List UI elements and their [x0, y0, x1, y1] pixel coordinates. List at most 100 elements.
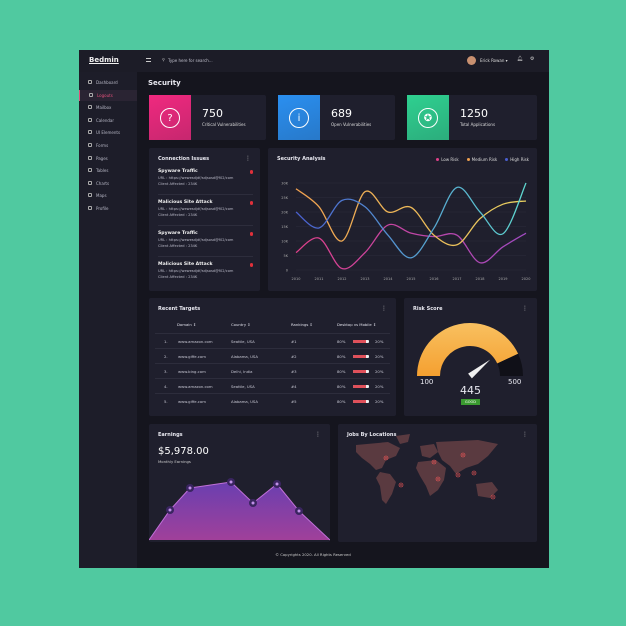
sidebar-item-dashboard[interactable]: Dashboard [79, 77, 137, 88]
card-title: Earnings [158, 432, 183, 438]
col-country[interactable]: Country ⇕ [231, 322, 251, 327]
issue-item[interactable]: Malicious Site Attack URL : https://wewes… [158, 262, 253, 279]
card-title: Security Analysis [277, 156, 326, 162]
x-tick-label: 2020 [522, 277, 531, 281]
map-australia [476, 482, 498, 498]
divider [158, 225, 253, 226]
legend-label: Low Risk [441, 157, 459, 162]
stat-icon-box: ✪ [407, 95, 449, 140]
cell-mobile: 20% [375, 384, 384, 389]
map-asia [436, 440, 498, 474]
gear-icon[interactable]: ⚙ [530, 56, 535, 62]
more-icon[interactable]: ⋮ [522, 431, 528, 438]
cell-mobile: 20% [375, 399, 384, 404]
sidebar-item-calendar[interactable]: Calendar [79, 115, 137, 126]
cell-domain: www.amazon.com [178, 384, 213, 389]
cell-rank: #1 [291, 339, 297, 344]
col-domain[interactable]: Domain ⇕ [177, 322, 197, 327]
more-icon[interactable]: ⋮ [315, 431, 321, 438]
table-row[interactable]: 3. www.bing.com Delhi, India #3 80% 20% [155, 363, 390, 378]
location-pin-dot [457, 474, 459, 476]
sidebar-item-profile[interactable]: Profile [79, 203, 137, 214]
stat-label: Total Applications [460, 122, 496, 127]
table-row[interactable]: 5. www.giffe.com Alabama, USA #5 80% 20% [155, 393, 390, 408]
location-pin[interactable] [383, 455, 389, 461]
map-greenland [396, 434, 410, 444]
user-menu[interactable]: Erick Rowan ▾ [480, 58, 508, 63]
location-pin[interactable] [460, 452, 466, 458]
location-pin[interactable] [398, 482, 404, 488]
issue-clients: Client Affected : 234K [158, 244, 198, 248]
more-icon[interactable]: ⋮ [381, 305, 387, 312]
cell-n: 5. [164, 399, 168, 404]
logout-icon [89, 92, 93, 97]
top-bar [79, 50, 549, 72]
y-tick-label: 20K [281, 210, 288, 214]
issue-title: Spyware Traffic [158, 169, 198, 174]
cell-desktop: 80% [337, 369, 346, 374]
location-pin[interactable] [435, 476, 441, 482]
sidebar-item-maps[interactable]: Maps [79, 190, 137, 201]
location-pin-dot [385, 457, 387, 459]
more-icon[interactable]: ⋮ [245, 155, 251, 162]
location-pin[interactable] [471, 470, 477, 476]
sidebar-nav: Dashboard Logouts Mailbox Calendar UI Elemen… [79, 77, 137, 227]
logo[interactable]: Bedmin [89, 56, 119, 64]
chart-legend: Low Risk Medium Risk High Risk [436, 157, 529, 162]
issue-item[interactable]: Malicious Site Attack URL : https://wewes… [158, 200, 253, 226]
issue-url: URL : https://wewesdjdf/sdjsosd@f02/com [158, 238, 234, 242]
sidebar-item-ui-elements[interactable]: UI Elements [79, 127, 137, 138]
avatar[interactable] [467, 56, 476, 65]
search-input[interactable]: Type here for search... [168, 57, 213, 63]
x-tick-label: 2013 [361, 277, 370, 281]
map-north-america [356, 442, 400, 470]
cell-domain: www.bing.com [178, 369, 206, 374]
legend-swatch [505, 158, 509, 161]
table-row[interactable]: 2. www.giffe.com Alabama, USA #2 80% 20% [155, 348, 390, 363]
stat-label: Open Vulnerabilities [331, 122, 372, 127]
sidebar-item-label: Charts [96, 180, 110, 186]
issue-clients: Client Affected : 234K [158, 213, 198, 217]
sidebar-item-charts[interactable]: Charts [79, 178, 137, 189]
sidebar-item-label: Logouts [97, 92, 113, 98]
legend-item[interactable]: Low Risk [436, 157, 459, 162]
issue-item[interactable]: Spyware Traffic URL : https://wewesdjdf/s… [158, 169, 253, 195]
bell-icon[interactable]: 🔔︎ [517, 56, 524, 62]
sidebar-item-forms[interactable]: Forms [79, 140, 137, 151]
location-pin[interactable] [431, 459, 437, 465]
legend-item[interactable]: High Risk [505, 157, 529, 162]
wrench-icon [88, 130, 92, 135]
location-pin-dot [473, 472, 475, 474]
sidebar [79, 72, 137, 568]
location-pin[interactable] [490, 494, 496, 500]
earnings-line [149, 481, 330, 541]
table-row[interactable]: 4. www.amazon.com Seattle, USA #4 80% 20% [155, 378, 390, 393]
col-desktop-mobile[interactable]: Desktop vs Mobile ⇕ [337, 322, 377, 327]
map-europe [420, 444, 438, 458]
stat-card: i 689 Open Vulnerabilities [278, 95, 395, 140]
x-tick-label: 2017 [453, 277, 462, 281]
page-title: Security [148, 79, 181, 87]
sidebar-item-pages[interactable]: Pages [79, 153, 137, 164]
more-icon[interactable]: ⋮ [522, 305, 528, 312]
sidebar-item-tables[interactable]: Tables [79, 165, 137, 176]
col-rankings[interactable]: Rankings ⇕ [291, 322, 313, 327]
table-row[interactable]: 1. www.amazon.com Seattle, USA #1 80% 20% [155, 333, 390, 348]
desktop-fill [353, 370, 366, 373]
sidebar-item-label: Mailbox [96, 105, 112, 111]
sidebar-item-mailbox[interactable]: Mailbox [79, 102, 137, 113]
sidebar-item-logouts[interactable]: Logouts [79, 89, 137, 101]
y-tick-label: 25K [281, 196, 288, 200]
stat-card: ? 750 Critical Vulnerabilities [149, 95, 266, 140]
card-title: Jobs By Locations [347, 432, 397, 438]
location-pin-dot [492, 496, 494, 498]
gauge-max: 500 [508, 378, 522, 386]
y-tick-label: 15K [281, 225, 288, 229]
info-icon: i [289, 107, 309, 128]
earnings-label: Monthly Earnings [158, 459, 191, 464]
cell-mobile: 20% [375, 339, 384, 344]
legend-item[interactable]: Medium Risk [466, 157, 497, 162]
menu-toggle-icon[interactable] [146, 58, 151, 62]
issue-item[interactable]: Spyware Traffic URL : https://wewesdjdf/s… [158, 231, 253, 257]
location-pin[interactable] [455, 472, 461, 478]
